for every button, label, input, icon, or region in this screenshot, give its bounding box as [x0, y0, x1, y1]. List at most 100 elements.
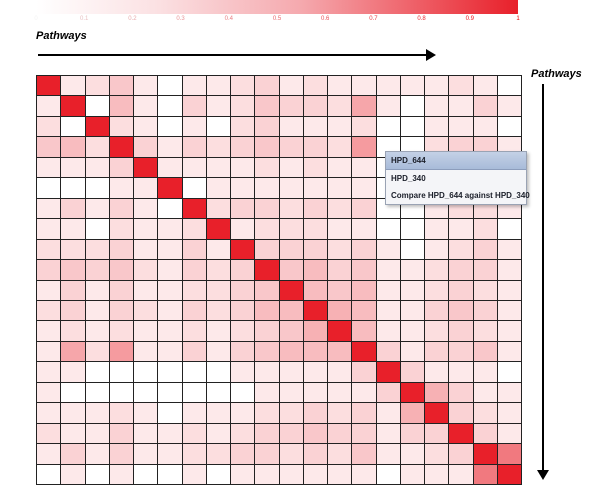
heatmap-cell[interactable]: [328, 280, 352, 300]
heatmap-cell[interactable]: [61, 116, 85, 137]
heatmap-cell[interactable]: [400, 403, 424, 423]
heatmap-cell[interactable]: [158, 321, 182, 341]
heatmap-cell[interactable]: [109, 239, 133, 260]
heatmap-cell[interactable]: [231, 178, 255, 198]
heatmap-cell[interactable]: [473, 403, 497, 423]
heatmap-cell[interactable]: [376, 403, 400, 423]
heatmap-cell[interactable]: [61, 444, 85, 464]
heatmap-cell[interactable]: [37, 321, 61, 341]
heatmap-cell[interactable]: [109, 116, 133, 137]
heatmap-cell[interactable]: [182, 157, 206, 178]
heatmap-cell[interactable]: [352, 198, 376, 219]
heatmap-cell[interactable]: [279, 341, 303, 362]
heatmap-cell[interactable]: [303, 341, 327, 362]
heatmap-cell[interactable]: [328, 239, 352, 260]
heatmap-cell[interactable]: [279, 321, 303, 341]
heatmap-cell[interactable]: [109, 444, 133, 464]
heatmap-cell[interactable]: [497, 444, 521, 464]
heatmap-cell[interactable]: [328, 198, 352, 219]
heatmap-cell[interactable]: [182, 239, 206, 260]
heatmap-cell[interactable]: [206, 423, 230, 444]
heatmap-cell[interactable]: [206, 157, 230, 178]
heatmap-cell[interactable]: [182, 178, 206, 198]
heatmap-cell[interactable]: [255, 96, 279, 116]
heatmap-cell[interactable]: [279, 382, 303, 403]
heatmap-cell[interactable]: [61, 137, 85, 157]
heatmap-cell[interactable]: [255, 239, 279, 260]
heatmap-cell[interactable]: [109, 280, 133, 300]
heatmap-cell[interactable]: [158, 178, 182, 198]
heatmap-cell[interactable]: [61, 198, 85, 219]
heatmap-cell[interactable]: [206, 76, 230, 96]
heatmap-cell[interactable]: [134, 239, 158, 260]
heatmap-cell[interactable]: [255, 116, 279, 137]
heatmap-cell[interactable]: [352, 116, 376, 137]
heatmap-cell[interactable]: [352, 300, 376, 321]
heatmap-cell[interactable]: [303, 219, 327, 239]
heatmap-cell[interactable]: [255, 300, 279, 321]
heatmap-cell[interactable]: [279, 219, 303, 239]
heatmap-cell[interactable]: [279, 260, 303, 280]
heatmap-cell[interactable]: [425, 444, 449, 464]
heatmap-cell[interactable]: [303, 239, 327, 260]
heatmap-cell[interactable]: [328, 341, 352, 362]
heatmap-cell[interactable]: [182, 362, 206, 382]
heatmap-cell[interactable]: [134, 219, 158, 239]
heatmap-cell[interactable]: [400, 382, 424, 403]
heatmap-cell[interactable]: [376, 341, 400, 362]
heatmap-cell[interactable]: [158, 362, 182, 382]
heatmap-cell[interactable]: [376, 423, 400, 444]
heatmap-cell[interactable]: [85, 137, 109, 157]
heatmap-cell[interactable]: [328, 260, 352, 280]
heatmap-cell[interactable]: [85, 96, 109, 116]
heatmap-cell[interactable]: [449, 403, 473, 423]
heatmap-cell[interactable]: [352, 341, 376, 362]
heatmap-cell[interactable]: [473, 219, 497, 239]
heatmap-cell[interactable]: [158, 116, 182, 137]
similarity-heatmap[interactable]: [36, 75, 522, 485]
heatmap-cell[interactable]: [425, 219, 449, 239]
heatmap-cell[interactable]: [231, 382, 255, 403]
heatmap-cell[interactable]: [303, 157, 327, 178]
heatmap-cell[interactable]: [303, 423, 327, 444]
heatmap-cell[interactable]: [61, 239, 85, 260]
heatmap-cell[interactable]: [206, 321, 230, 341]
heatmap-cell[interactable]: [37, 260, 61, 280]
context-menu-item[interactable]: HPD_340: [391, 174, 426, 183]
heatmap-cell[interactable]: [231, 219, 255, 239]
heatmap-cell[interactable]: [473, 239, 497, 260]
heatmap-cell[interactable]: [449, 260, 473, 280]
heatmap-cell[interactable]: [109, 341, 133, 362]
heatmap-cell[interactable]: [352, 382, 376, 403]
heatmap-cell[interactable]: [255, 76, 279, 96]
heatmap-cell[interactable]: [303, 96, 327, 116]
heatmap-cell[interactable]: [376, 116, 400, 137]
heatmap-cell[interactable]: [425, 321, 449, 341]
heatmap-cell[interactable]: [85, 300, 109, 321]
heatmap-cell[interactable]: [303, 444, 327, 464]
heatmap-cell[interactable]: [328, 423, 352, 444]
heatmap-cell[interactable]: [206, 382, 230, 403]
heatmap-cell[interactable]: [255, 280, 279, 300]
heatmap-cell[interactable]: [206, 403, 230, 423]
heatmap-cell[interactable]: [231, 403, 255, 423]
heatmap-cell[interactable]: [303, 300, 327, 321]
heatmap-cell[interactable]: [303, 76, 327, 96]
heatmap-cell[interactable]: [328, 137, 352, 157]
heatmap-cell[interactable]: [328, 96, 352, 116]
heatmap-cell[interactable]: [449, 300, 473, 321]
heatmap-cell[interactable]: [425, 239, 449, 260]
heatmap-cell[interactable]: [279, 116, 303, 137]
heatmap-cell[interactable]: [352, 157, 376, 178]
heatmap-cell[interactable]: [449, 362, 473, 382]
heatmap-cell[interactable]: [279, 444, 303, 464]
heatmap-cell[interactable]: [497, 260, 521, 280]
heatmap-cell[interactable]: [158, 341, 182, 362]
heatmap-cell[interactable]: [400, 96, 424, 116]
heatmap-cell[interactable]: [231, 300, 255, 321]
heatmap-cell[interactable]: [425, 280, 449, 300]
heatmap-cell[interactable]: [425, 464, 449, 484]
heatmap-cell[interactable]: [109, 260, 133, 280]
heatmap-cell[interactable]: [449, 219, 473, 239]
heatmap-cell[interactable]: [279, 300, 303, 321]
